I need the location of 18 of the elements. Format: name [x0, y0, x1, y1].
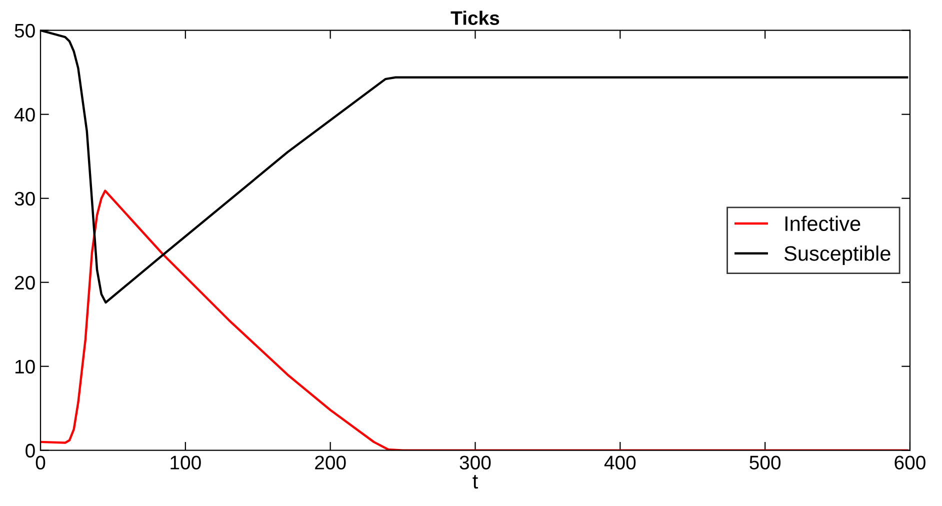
x-tick-label: 500: [750, 456, 781, 470]
y-tick-label: 10: [16, 360, 35, 374]
y-tick-label: 0: [26, 444, 35, 458]
y-tick-label: 40: [14, 108, 35, 122]
y-tick-label: 50: [14, 24, 35, 38]
chart-title: Ticks: [450, 10, 500, 25]
y-tick-label: 20: [14, 276, 35, 290]
legend-label: Susceptible: [784, 246, 890, 265]
x-tick-label: 300: [460, 456, 491, 470]
y-tick-label: 30: [14, 192, 35, 206]
x-tick-label: 0: [36, 456, 46, 470]
x-tick-label: 600: [894, 456, 926, 470]
x-axis-title: t: [472, 474, 478, 489]
legend-label: Infective: [785, 216, 860, 232]
x-tick-label: 100: [170, 456, 201, 470]
x-tick-label: 400: [604, 456, 636, 470]
line-series: [40, 190, 908, 450]
x-tick-label: 200: [315, 456, 346, 470]
